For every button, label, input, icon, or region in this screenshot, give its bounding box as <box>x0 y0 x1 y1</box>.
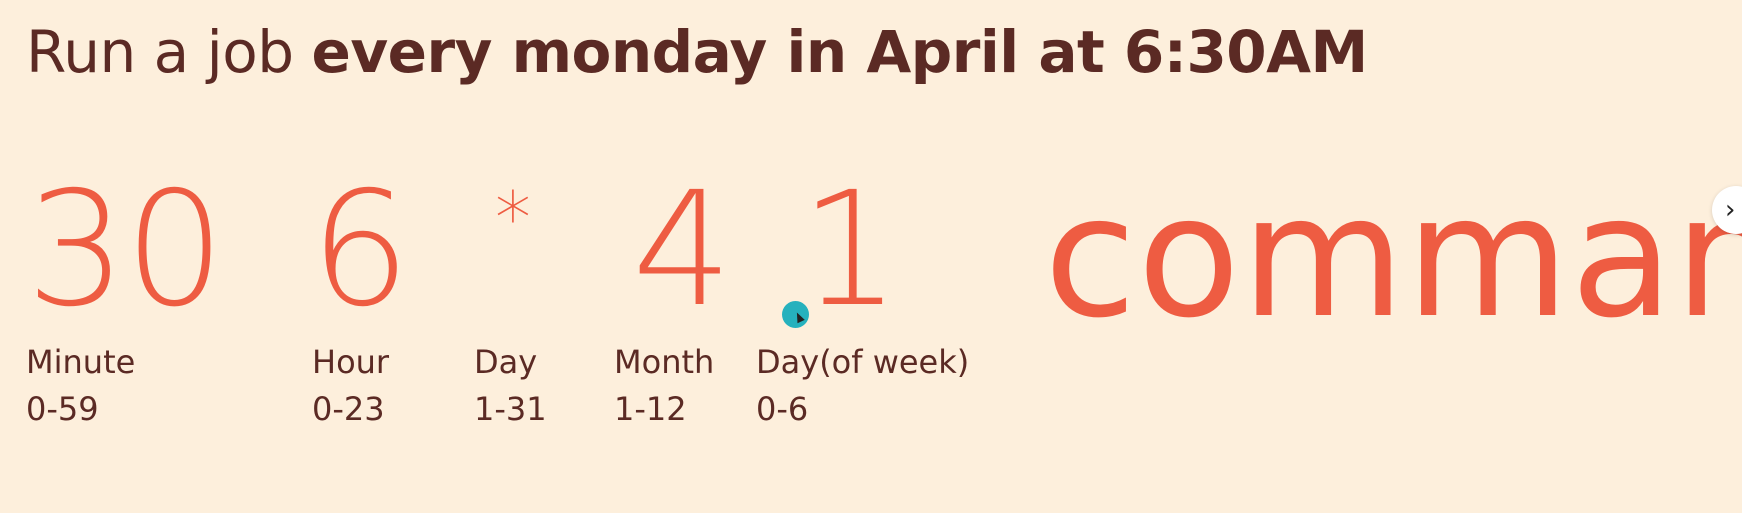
month-range: 1-12 <box>614 390 687 428</box>
minute-range: 0-59 <box>26 390 99 428</box>
cron-description-heading: Run a job every monday in April at 6:30A… <box>26 14 1368 90</box>
day-of-week-range: 0-6 <box>756 390 809 428</box>
day-of-week-label: Day(of week) <box>756 343 970 381</box>
chevron-right-icon: › <box>1725 195 1736 225</box>
day-value: * <box>495 176 531 260</box>
command-placeholder: command <box>1044 159 1742 355</box>
day-label: Day <box>474 343 538 381</box>
day-of-week-value: 1 <box>800 158 901 342</box>
month-value: 4 <box>632 158 733 342</box>
cursor-highlight-icon <box>782 301 809 328</box>
month-label: Month <box>614 343 715 381</box>
day-range: 1-31 <box>474 390 547 428</box>
heading-prefix: Run a job <box>26 18 294 86</box>
hour-label: Hour <box>312 343 390 381</box>
hour-value: 6 <box>310 158 411 342</box>
minute-label: Minute <box>26 343 136 381</box>
hour-range: 0-23 <box>312 390 385 428</box>
minute-value: 30 <box>26 158 225 342</box>
heading-emphasis: every monday in April at 6:30AM <box>311 18 1368 86</box>
